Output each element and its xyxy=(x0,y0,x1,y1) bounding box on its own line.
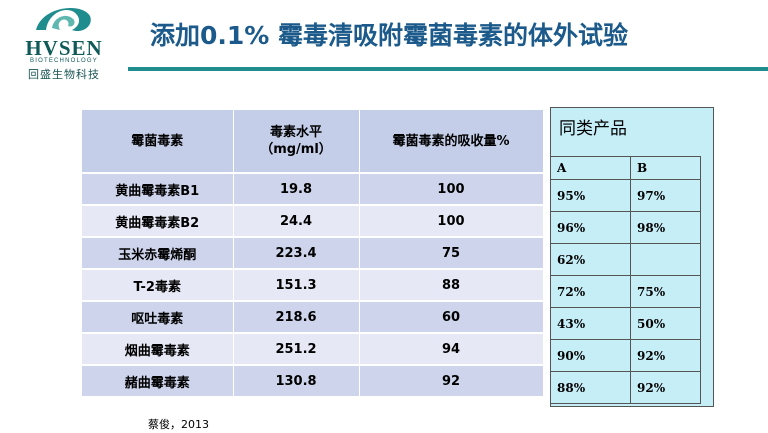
citation: 蔡俊，2013 xyxy=(148,418,209,431)
mycotoxin-table: 霉菌毒素 毒素水平 （mg/ml） 霉菌毒素的吸收量% 黄曲霉毒素B1 19.8 1… xyxy=(82,110,544,398)
logo-chinese-name: 回盛生物科技 xyxy=(28,68,100,81)
comparison-row: 88% 92% xyxy=(550,371,701,404)
comparison-title: 同类产品 xyxy=(559,119,627,139)
product-a-rate: 96% xyxy=(550,211,631,244)
table-header-row: 霉菌毒素 毒素水平 （mg/ml） 霉菌毒素的吸收量% xyxy=(82,110,544,174)
absorption-rate: 88 xyxy=(359,269,544,302)
product-a-rate: 62% xyxy=(550,243,631,276)
header-toxin-level: 毒素水平 （mg/ml） xyxy=(233,110,360,174)
product-a-rate: 72% xyxy=(550,275,631,308)
table-row: 玉米赤霉烯酮 223.4 75 xyxy=(82,237,544,270)
toxin-level: 251.2 xyxy=(233,333,360,366)
slide-title: 添加0.1% 霉毒清吸附霉菌毒素的体外试验 xyxy=(150,21,629,50)
product-b-rate: 92% xyxy=(630,371,701,404)
table-row: 烟曲霉毒素 251.2 94 xyxy=(82,333,544,366)
mycotoxin-name: 赭曲霉毒素 xyxy=(82,365,234,398)
toxin-level: 24.4 xyxy=(233,205,360,238)
absorption-rate: 75 xyxy=(359,237,544,270)
comparison-table: A B 95% 97% 96% 98% 62% 72% 75% 43% 50% 90% 92% 88%… xyxy=(550,156,701,404)
comparison-row: 96% 98% xyxy=(550,211,701,244)
product-a-rate: 95% xyxy=(550,179,631,212)
absorption-rate: 60 xyxy=(359,301,544,334)
comparison-panel: 同类产品 A B 95% 97% 96% 98% 62% 72% 75% 43% 50% 90% 9… xyxy=(550,107,714,407)
logo-swirl-icon xyxy=(36,7,91,32)
product-b-rate xyxy=(630,243,701,276)
comparison-header-row: A B xyxy=(550,156,701,180)
comparison-row: 62% xyxy=(550,243,701,276)
mycotoxin-name: 黄曲霉毒素B1 xyxy=(82,173,234,206)
comparison-row: 72% 75% xyxy=(550,275,701,308)
product-a-rate: 43% xyxy=(550,307,631,340)
mycotoxin-name: 玉米赤霉烯酮 xyxy=(82,237,234,270)
mycotoxin-name: 黄曲霉毒素B2 xyxy=(82,205,234,238)
header-mycotoxin: 霉菌毒素 xyxy=(82,110,234,174)
comparison-row: 90% 92% xyxy=(550,339,701,372)
absorption-rate: 94 xyxy=(359,333,544,366)
comparison-header-a: A xyxy=(550,156,631,180)
absorption-rate: 100 xyxy=(359,173,544,206)
product-a-rate: 88% xyxy=(550,371,631,404)
absorption-rate: 100 xyxy=(359,205,544,238)
table-row: 黄曲霉毒素B2 24.4 100 xyxy=(82,205,544,238)
table-row: T-2毒素 151.3 88 xyxy=(82,269,544,302)
product-b-rate: 98% xyxy=(630,211,701,244)
toxin-level: 151.3 xyxy=(233,269,360,302)
mycotoxin-name: 烟曲霉毒素 xyxy=(82,333,234,366)
product-a-rate: 90% xyxy=(550,339,631,372)
comparison-row: 95% 97% xyxy=(550,179,701,212)
toxin-level: 218.6 xyxy=(233,301,360,334)
product-b-rate: 50% xyxy=(630,307,701,340)
toxin-level: 223.4 xyxy=(233,237,360,270)
mycotoxin-name: T-2毒素 xyxy=(82,269,234,302)
table-row: 赭曲霉毒素 130.8 92 xyxy=(82,365,544,398)
product-b-rate: 92% xyxy=(630,339,701,372)
toxin-level: 130.8 xyxy=(233,365,360,398)
toxin-level: 19.8 xyxy=(233,173,360,206)
comparison-row: 43% 50% xyxy=(550,307,701,340)
title-divider xyxy=(128,67,768,71)
logo-brand: HVSEN xyxy=(25,36,103,60)
table-row: 黄曲霉毒素B1 19.8 100 xyxy=(82,173,544,206)
product-b-rate: 97% xyxy=(630,179,701,212)
logo-subtitle: BIOTECHNOLOGY xyxy=(30,58,98,64)
company-logo: HVSEN BIOTECHNOLOGY 回盛生物科技 xyxy=(4,0,124,81)
product-b-rate: 75% xyxy=(630,275,701,308)
mycotoxin-name: 呕吐毒素 xyxy=(82,301,234,334)
comparison-header-b: B xyxy=(630,156,701,180)
table-row: 呕吐毒素 218.6 60 xyxy=(82,301,544,334)
header-absorption: 霉菌毒素的吸收量% xyxy=(359,110,544,174)
absorption-rate: 92 xyxy=(359,365,544,398)
